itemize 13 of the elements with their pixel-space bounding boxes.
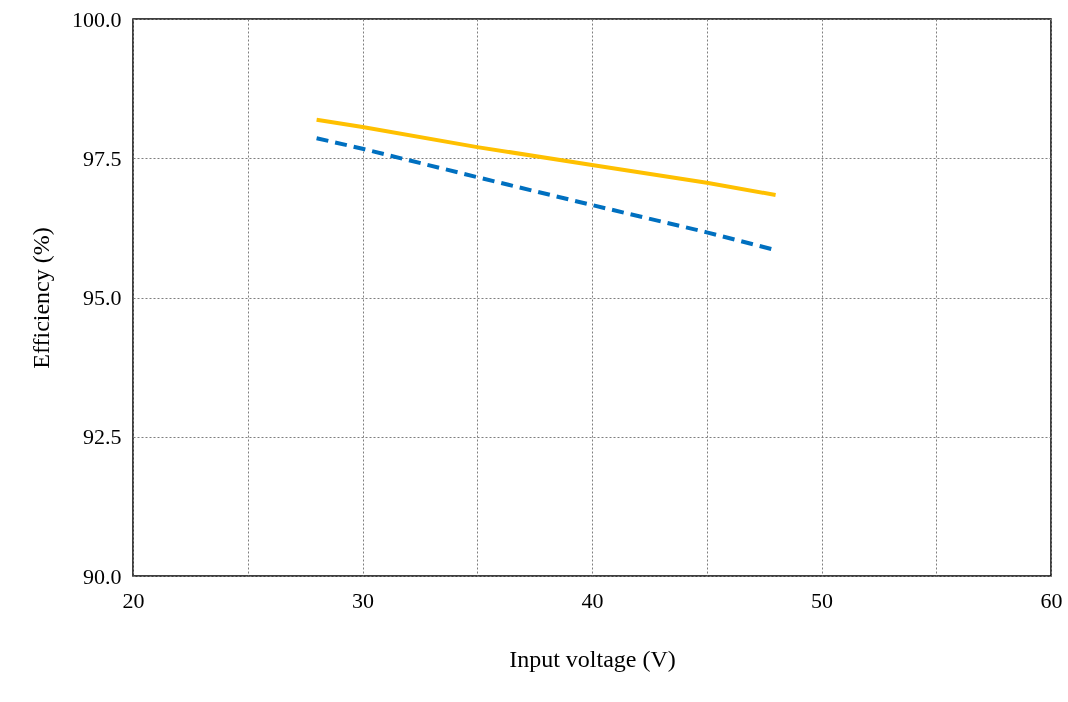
x-tick-label: 50: [811, 587, 833, 613]
x-axis-title: Input voltage (V): [509, 645, 676, 672]
x-tick-label: 40: [581, 587, 604, 613]
y-tick-label: 100.0: [72, 6, 122, 32]
y-tick-label: 90.0: [83, 563, 122, 589]
x-tick-label: 20: [122, 587, 145, 613]
x-tick-label: 30: [352, 587, 374, 613]
y-tick-label: 97.5: [83, 145, 122, 171]
x-tick-label: 60: [1040, 587, 1063, 613]
line-series: [314, 117, 778, 198]
y-tick-label: 92.5: [83, 424, 122, 450]
y-axis-title: Efficiency (%): [28, 227, 54, 369]
y-tick-label: 95.0: [83, 285, 122, 310]
